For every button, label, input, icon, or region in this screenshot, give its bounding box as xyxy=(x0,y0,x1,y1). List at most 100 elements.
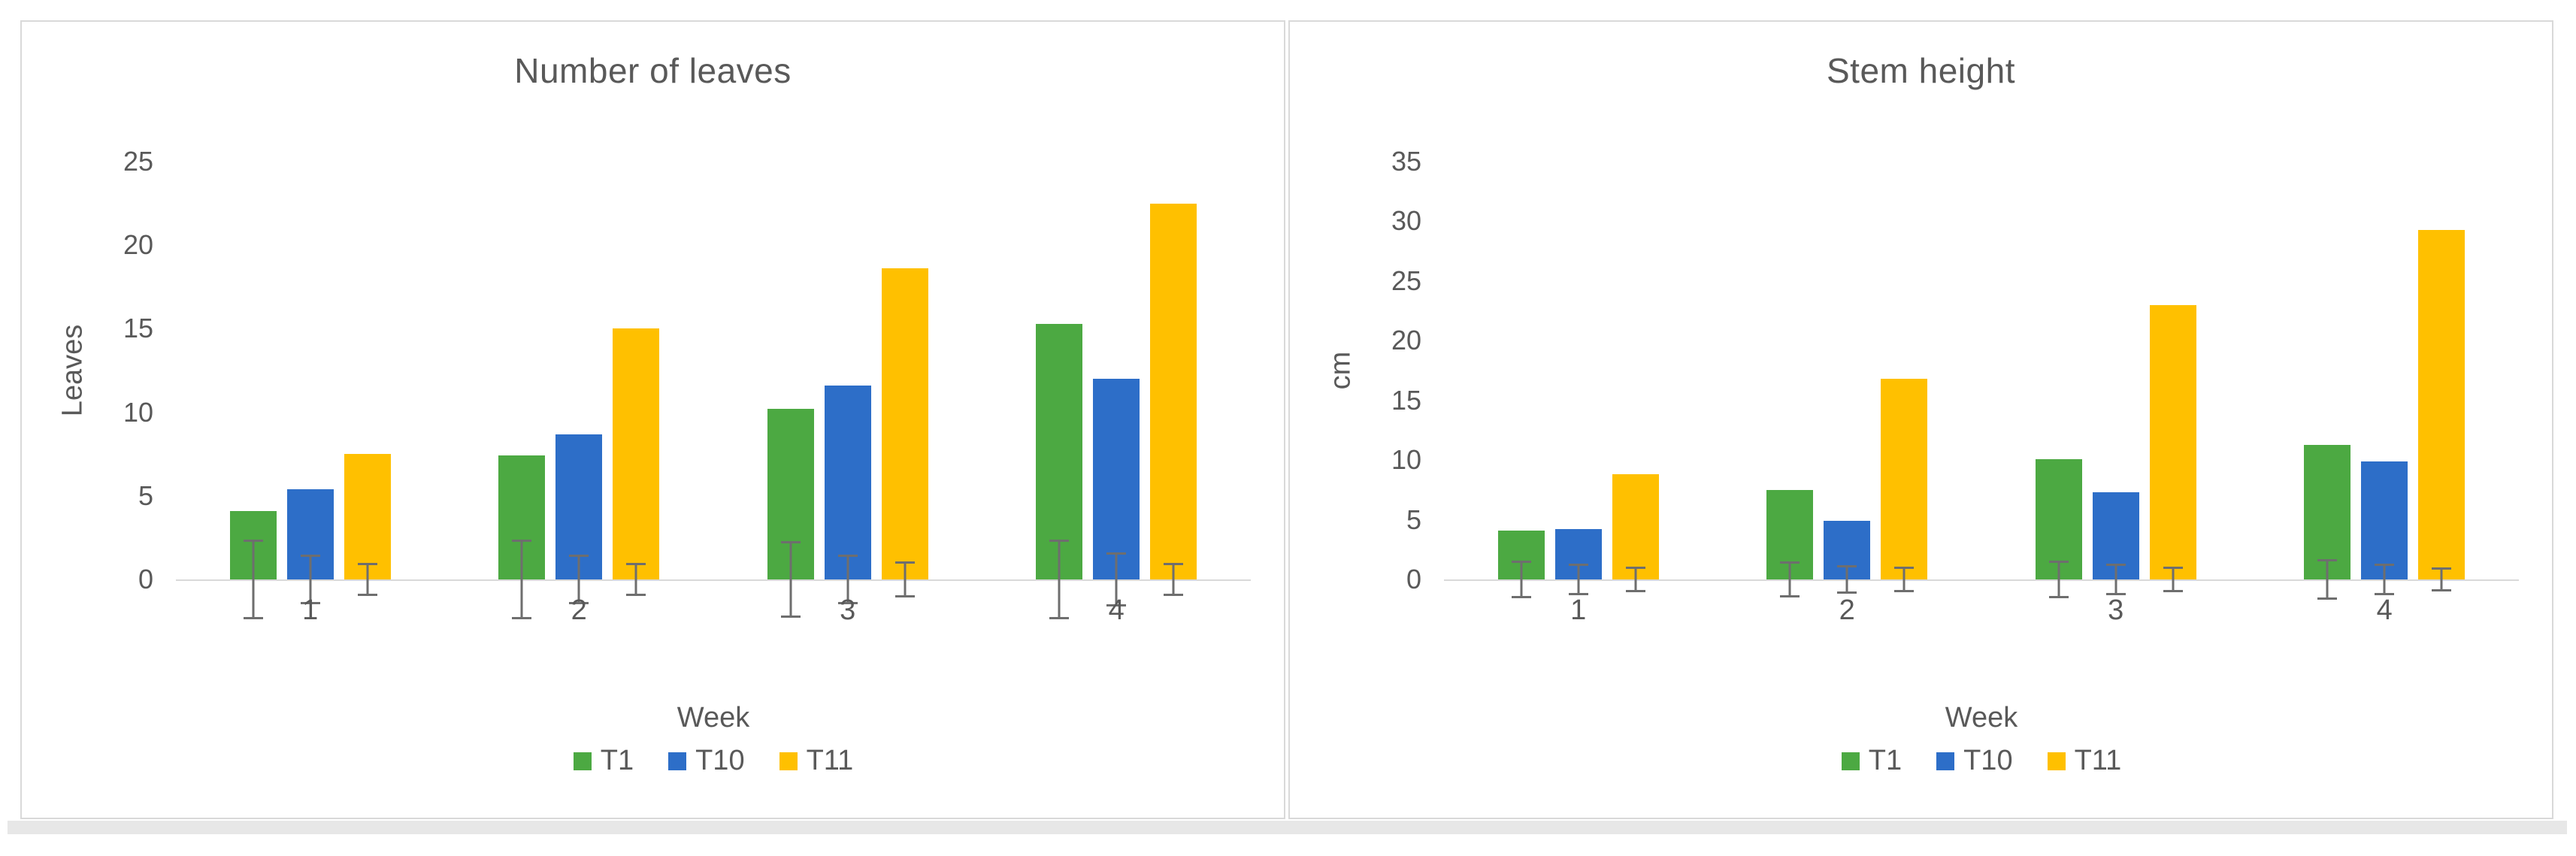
error-bar-cap xyxy=(2375,564,2395,567)
error-bar-cap xyxy=(300,554,320,557)
x-axis-title: Week xyxy=(1945,702,2018,733)
error-bar-T1-week-4 xyxy=(1049,539,1070,620)
error-bar-cap xyxy=(1049,617,1070,620)
error-bar-line xyxy=(1634,566,1637,593)
error-bar-cap xyxy=(1568,592,1588,595)
error-bar-cap xyxy=(1837,591,1857,594)
bar-T1-week-4 xyxy=(2304,444,2351,600)
error-bar-T10-week-1 xyxy=(1568,564,1588,595)
legend-item-T1: T1 xyxy=(1841,745,1902,777)
error-bar-line xyxy=(1902,566,1906,593)
error-bar-line xyxy=(309,554,312,605)
y-tick-label: 0 xyxy=(138,564,153,594)
error-bar-T10-week-4 xyxy=(2375,564,2395,595)
error-bar-cap xyxy=(2105,592,2126,595)
legend-label-T11: T11 xyxy=(806,745,854,776)
error-bar-cap xyxy=(1049,539,1070,542)
bar-fill-T11 xyxy=(1150,203,1197,579)
legend-item-T11: T11 xyxy=(2047,745,2122,777)
y-tick-label: 5 xyxy=(1406,504,1421,535)
bar-T10-week-4 xyxy=(1093,379,1140,606)
y-tick-label: 25 xyxy=(123,146,153,177)
bar-fill-T11 xyxy=(1881,379,1928,579)
chart-title: Number of leaves xyxy=(514,51,792,90)
legend-label-T11: T11 xyxy=(2074,745,2122,776)
error-bar-line xyxy=(577,554,580,605)
error-bar-cap xyxy=(2048,596,2069,599)
x-tick-label-week-1: 1 xyxy=(302,594,319,626)
error-bar-line xyxy=(846,554,849,605)
x-tick-label-week-4: 4 xyxy=(1108,594,1125,626)
bar-T11-week-2 xyxy=(613,328,660,597)
error-bar-T10-week-1 xyxy=(300,554,320,605)
chart-panel-stem-height: Stem height cm 0 5 10 15 20 25 30 35 1 2 3 4 Week T… xyxy=(1288,20,2553,819)
plot-area: 0 5 10 15 20 25 30 35 1 2 3 4 xyxy=(1391,146,2519,626)
error-bar-T10-week-2 xyxy=(1837,564,1857,594)
bar-T10-week-1 xyxy=(286,488,334,605)
chart-panel-number-of-leaves: Number of leaves Leaves 0 5 10 15 20 25 1 2 3 4 W… xyxy=(20,20,1285,819)
error-bar-T1-week-2 xyxy=(1780,561,1800,597)
y-tick-label: 10 xyxy=(1391,444,1421,476)
error-bar-cap xyxy=(2317,597,2338,600)
x-tick-label-week-1: 1 xyxy=(1570,594,1587,626)
legend-item-T1: T1 xyxy=(573,745,634,777)
error-bar-cap xyxy=(837,554,858,557)
legend-swatch-T11 xyxy=(2047,752,2066,770)
legend-swatch-T1 xyxy=(573,752,592,770)
error-bar-T1-week-4 xyxy=(2317,559,2338,600)
bar-T11-week-1 xyxy=(344,454,391,597)
legend-item-T10: T10 xyxy=(668,745,745,777)
bar-T11-week-4 xyxy=(1150,203,1197,597)
error-bar-cap xyxy=(626,562,646,565)
error-bar-line xyxy=(634,562,637,597)
chart-title: Stem height xyxy=(1827,51,2015,90)
y-tick-label: 30 xyxy=(1391,205,1421,237)
bar-T11-week-3 xyxy=(2149,304,2196,593)
error-bar-cap xyxy=(1894,590,1915,593)
bar-T1-week-4 xyxy=(1036,323,1083,620)
error-bar-line xyxy=(2440,567,2443,591)
y-tick-label: 20 xyxy=(1391,325,1421,356)
error-bar-cap xyxy=(1894,566,1915,569)
error-bar-T1-week-1 xyxy=(243,539,263,620)
y-tick-label: 15 xyxy=(123,313,153,344)
error-bar-cap xyxy=(626,594,646,597)
error-bar-cap xyxy=(2432,567,2452,570)
error-bar-cap xyxy=(1625,566,1645,569)
error-bar-line xyxy=(1520,560,1523,599)
legend-swatch-T10 xyxy=(668,752,687,770)
error-bar-line xyxy=(1845,564,1848,594)
plot-area: 0 5 10 15 20 25 1 2 3 4 xyxy=(123,146,1251,626)
error-bar-cap xyxy=(1106,603,1127,606)
legend: T1 T10 T11 xyxy=(1444,745,2519,777)
error-bar-T1-week-2 xyxy=(512,539,532,620)
error-bar-cap xyxy=(1837,564,1857,567)
bar-fill-T11 xyxy=(1612,474,1659,579)
error-bar-T10-week-3 xyxy=(2105,564,2126,595)
error-bar-T1-week-3 xyxy=(780,540,801,619)
x-tick-label-week-4: 4 xyxy=(2376,594,2393,626)
error-bar-T1-week-3 xyxy=(2048,560,2069,599)
error-bar-line xyxy=(2383,564,2386,595)
x-tick-label-week-3: 3 xyxy=(840,594,856,626)
y-tick-label: 0 xyxy=(1406,564,1421,594)
error-bar-line xyxy=(2172,566,2175,593)
error-bar-line xyxy=(252,539,255,620)
bar-fill-T10 xyxy=(1093,379,1140,579)
bar-T1-week-1 xyxy=(1497,530,1545,599)
bar-T1-week-2 xyxy=(1766,489,1814,597)
error-bar-T11-week-2 xyxy=(626,562,646,597)
error-bar-line xyxy=(520,539,523,620)
legend-swatch-T11 xyxy=(779,752,798,770)
bar-fill-T10 xyxy=(824,386,871,579)
error-bar-cap xyxy=(569,602,589,605)
x-tick-label-week-2: 2 xyxy=(571,594,587,626)
error-bar-T11-week-3 xyxy=(894,561,915,598)
error-bar-line xyxy=(2114,564,2117,595)
error-bar-line xyxy=(789,540,792,619)
bar-fill-T11 xyxy=(344,454,391,579)
error-bar-cap xyxy=(2317,559,2338,561)
error-bar-line xyxy=(1115,552,1118,606)
bar-T10-week-2 xyxy=(555,434,603,605)
error-bar-cap xyxy=(2375,592,2395,595)
